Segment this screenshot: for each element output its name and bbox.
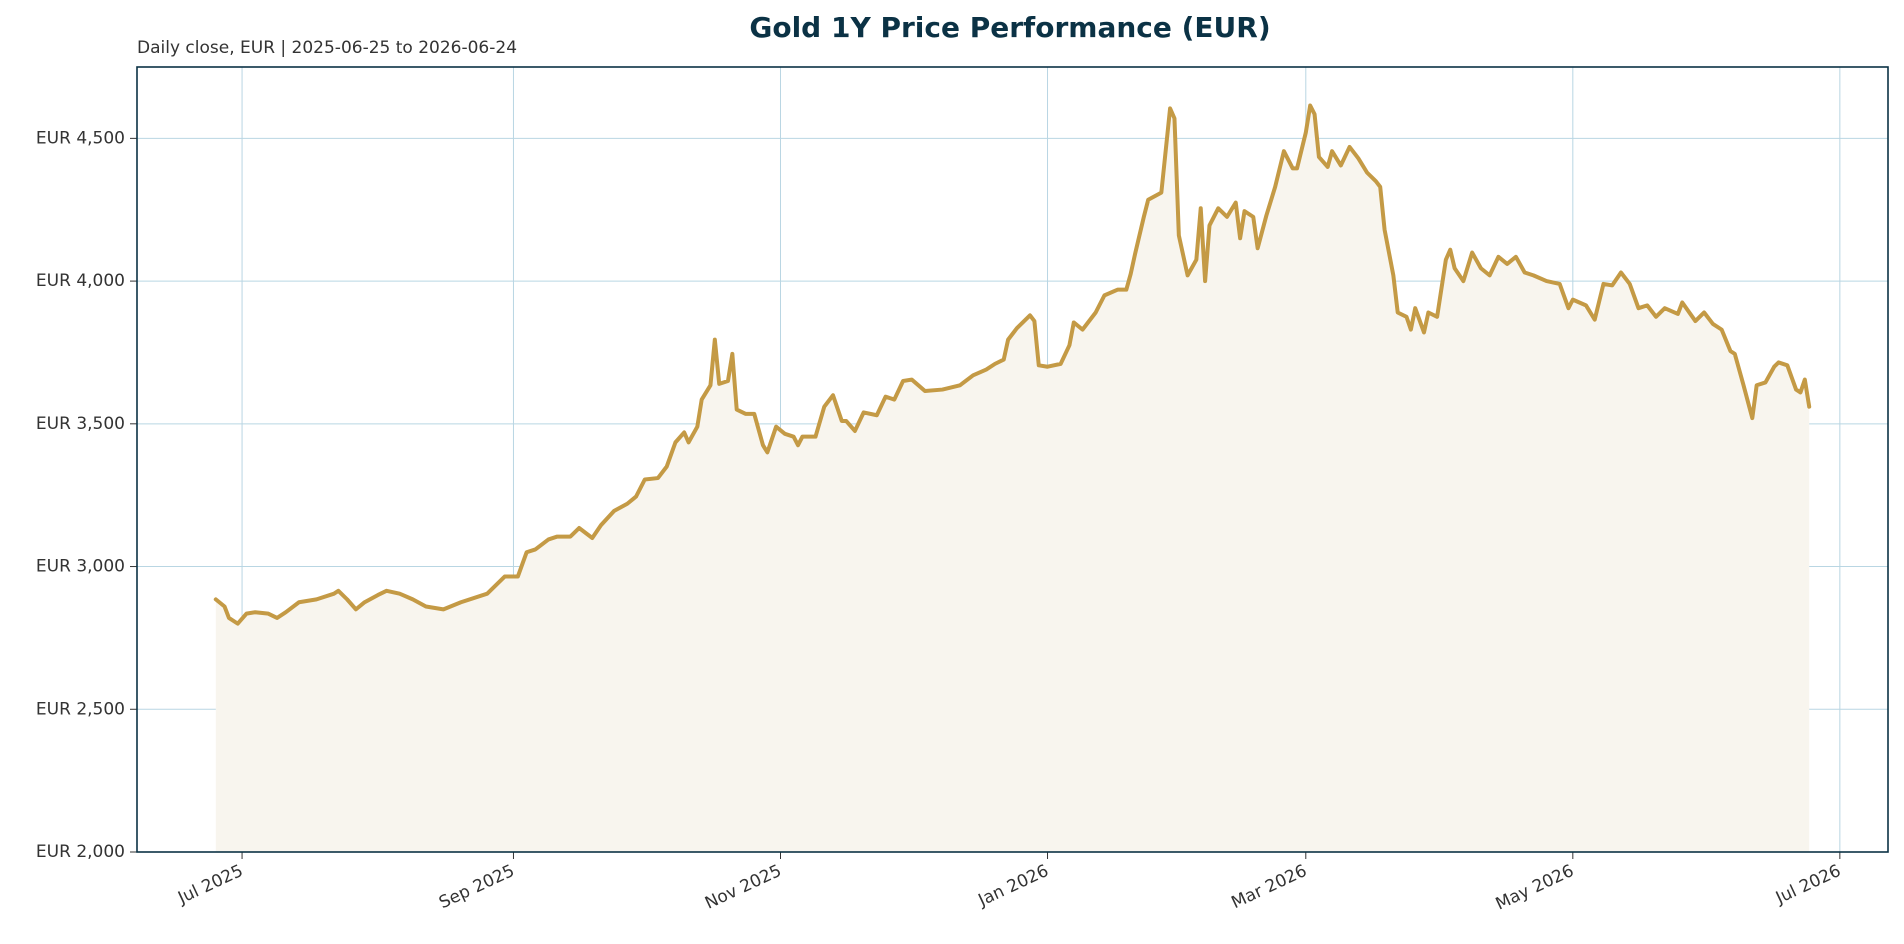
y-tick-label: EUR 3,500 <box>36 414 125 434</box>
plot-frame <box>136 66 1889 853</box>
price-line <box>213 103 1812 626</box>
y-tick-label: EUR 3,000 <box>36 557 125 577</box>
y-tick-label: EUR 2,500 <box>36 699 125 719</box>
y-tick-label: EUR 2,000 <box>36 842 125 862</box>
y-tick-label: EUR 4,000 <box>36 271 125 291</box>
chart-subtitle: Daily close, EUR | 2025-06-25 to 2026-06… <box>137 38 517 58</box>
chart-title: Gold 1Y Price Performance (EUR) <box>749 11 1270 44</box>
y-tick-label: EUR 4,500 <box>36 128 125 148</box>
area-fill <box>215 105 1810 852</box>
